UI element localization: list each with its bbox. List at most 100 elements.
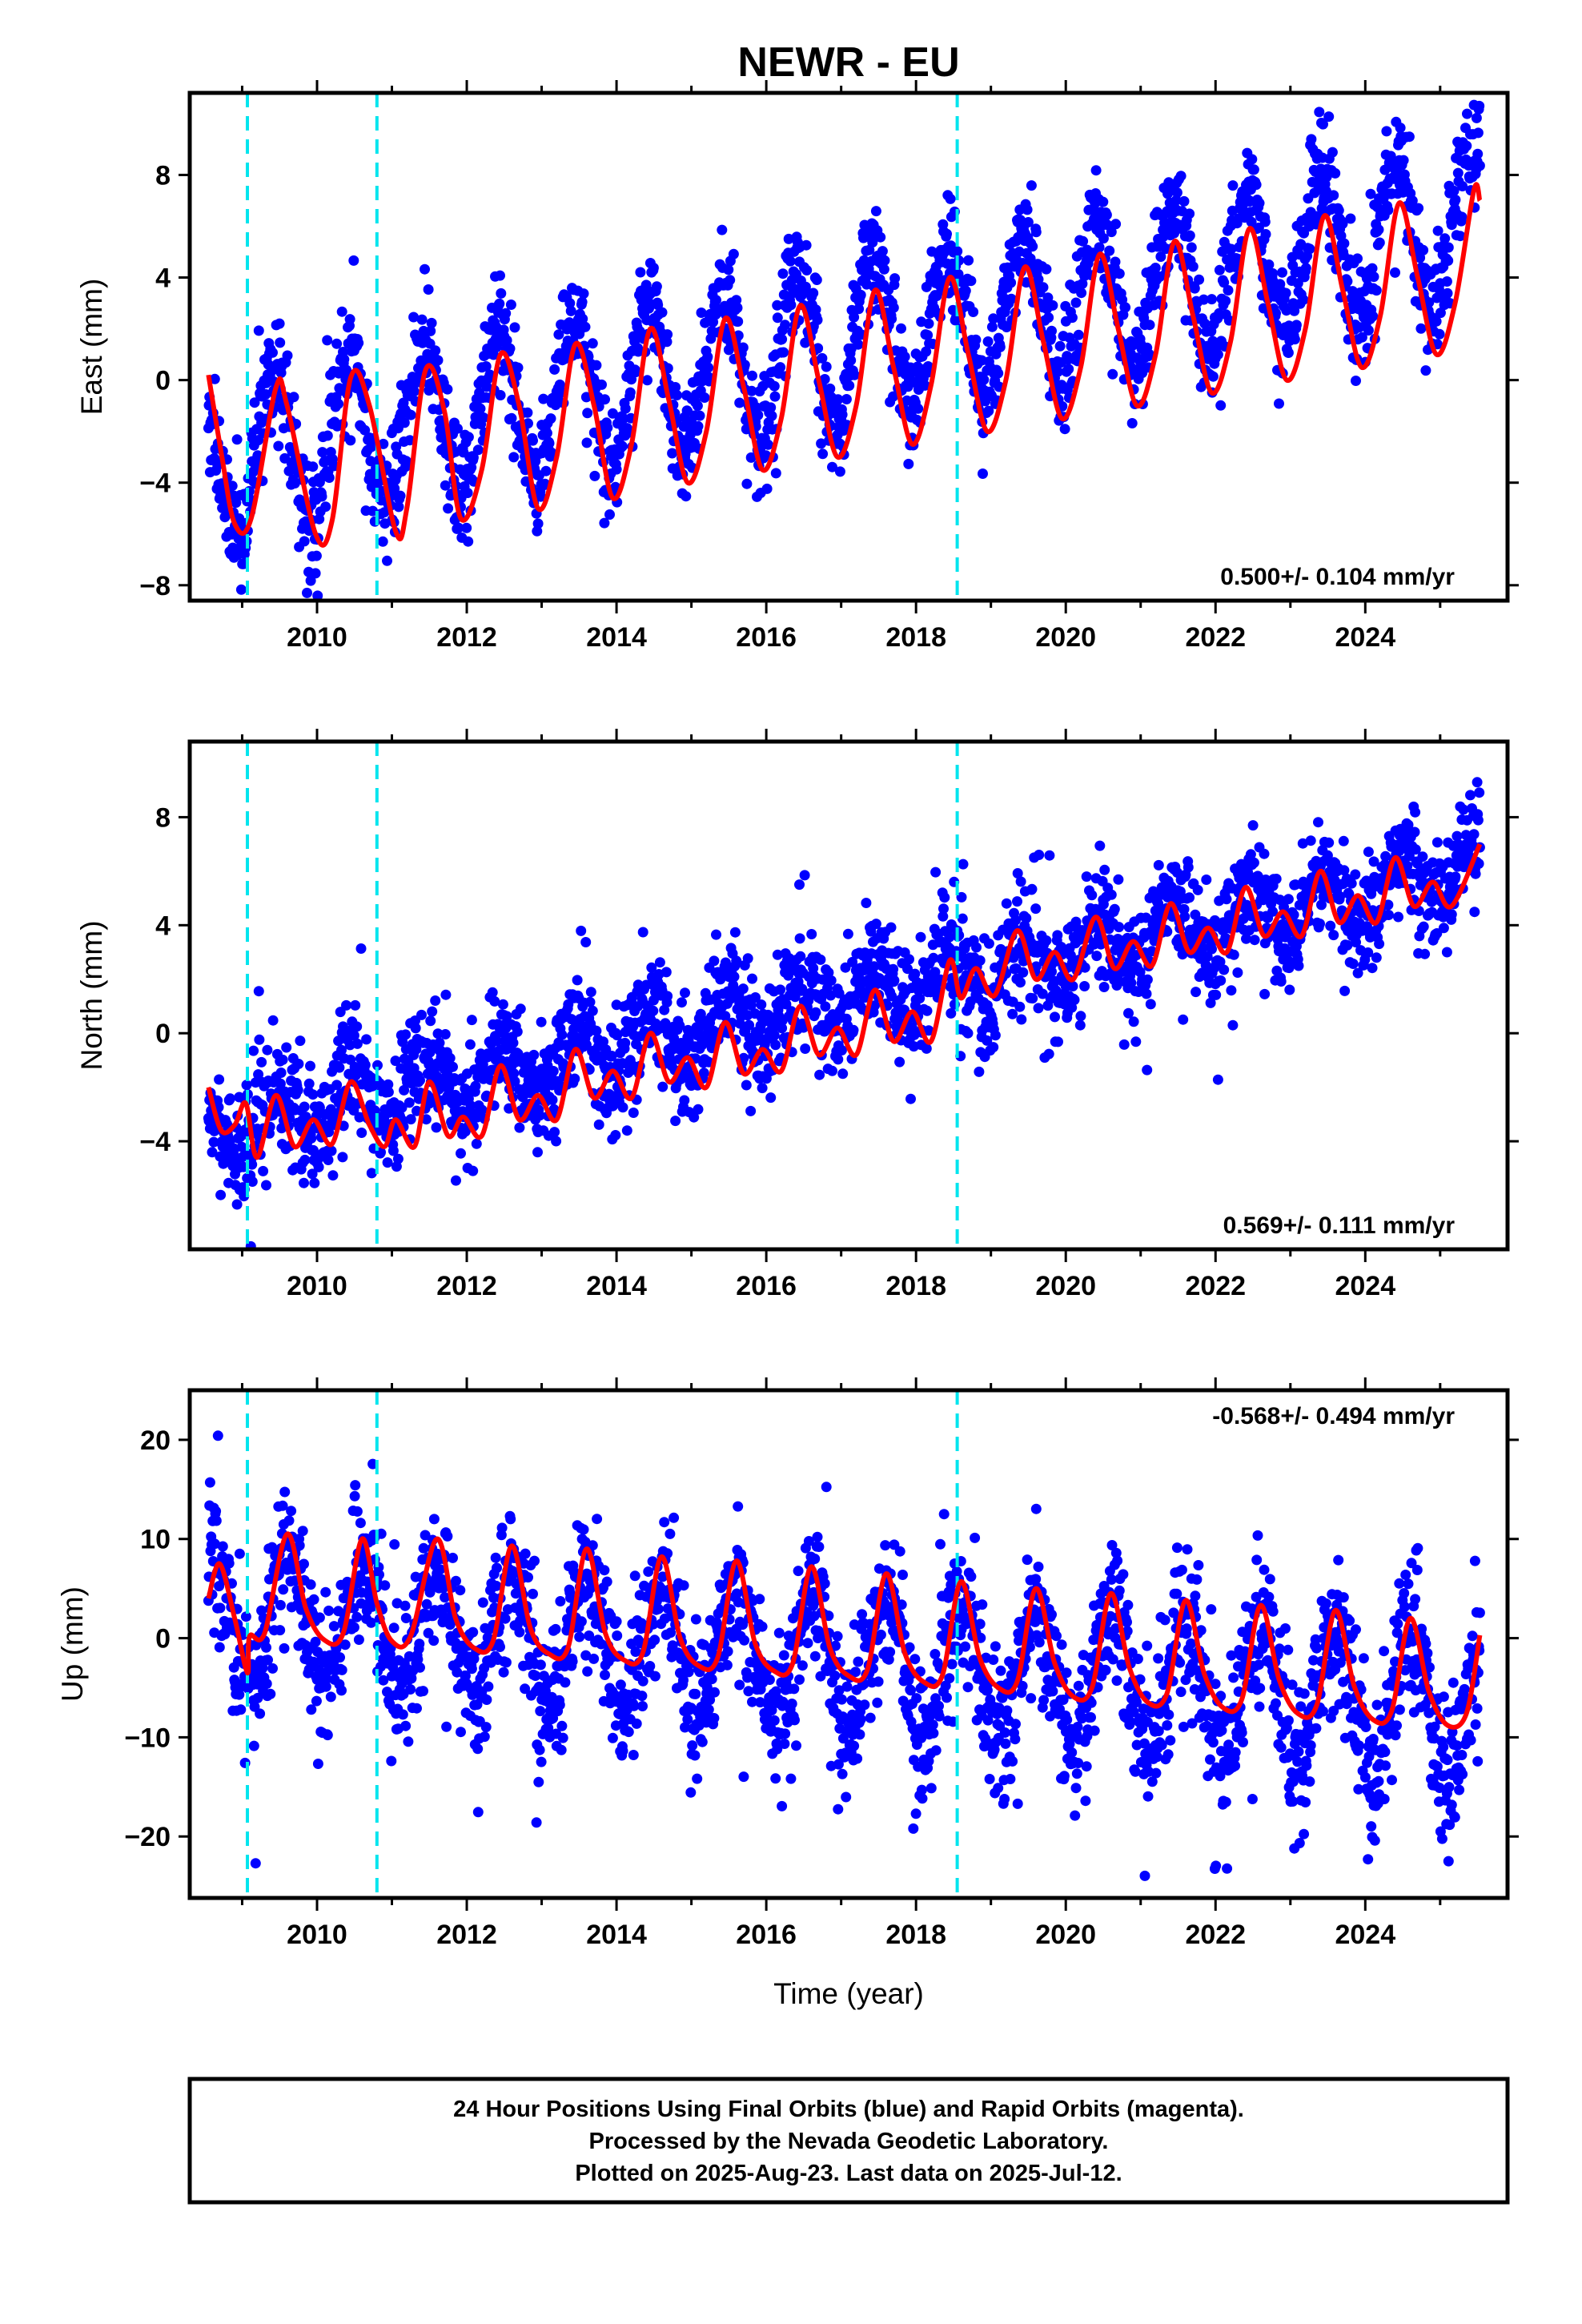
east-data-point	[249, 397, 260, 408]
east-data-point	[1248, 164, 1259, 175]
east-data-point	[345, 435, 356, 446]
east-data-point	[1472, 127, 1484, 139]
north-data-point	[1279, 902, 1289, 913]
north-data-point	[415, 1075, 425, 1086]
east-data-point	[732, 302, 743, 313]
north-data-point	[258, 1165, 269, 1176]
north-data-point	[794, 933, 805, 944]
east-data-point	[260, 388, 271, 400]
east-data-point	[1441, 276, 1452, 287]
east-data-point	[1076, 287, 1087, 299]
east-data-point	[1038, 282, 1049, 293]
north-data-point	[387, 1145, 399, 1156]
east-data-point	[426, 317, 437, 328]
east-data-point	[1461, 140, 1472, 151]
north-data-point	[661, 967, 672, 978]
north-y-tick-label: 4	[155, 911, 171, 941]
east-data-point	[322, 430, 333, 441]
north-data-point	[556, 1029, 568, 1040]
north-data-point	[547, 1095, 558, 1105]
east-data-point	[1094, 242, 1105, 253]
east-data-point	[440, 480, 451, 491]
north-data-point	[534, 1110, 545, 1121]
north-data-point	[1211, 989, 1222, 1000]
east-data-point	[1318, 119, 1328, 130]
east-data-point	[808, 287, 819, 299]
east-data-point	[267, 347, 278, 358]
east-data-point	[553, 329, 564, 340]
north-data-point	[470, 1080, 481, 1092]
east-data-point	[761, 483, 773, 494]
north-data-point	[662, 991, 673, 1002]
north-data-point	[1098, 982, 1110, 992]
north-data-point	[946, 1007, 957, 1019]
north-data-point	[825, 990, 836, 1001]
east-data-point	[323, 472, 335, 483]
north-data-point	[1219, 964, 1230, 975]
north-data-point	[1350, 869, 1361, 880]
east-data-point	[1178, 195, 1190, 207]
north-data-point	[307, 1089, 319, 1100]
north-data-point	[1182, 862, 1194, 873]
north-data-point	[337, 1152, 348, 1163]
east-data-point	[982, 336, 994, 347]
east-data-point	[986, 321, 998, 332]
north-data-point	[361, 1034, 372, 1045]
east-data-point	[1333, 205, 1344, 216]
east-data-point	[420, 263, 430, 275]
east-data-point	[1418, 244, 1429, 255]
east-data-point	[1339, 238, 1350, 249]
north-data-point	[689, 1112, 700, 1123]
east-data-point	[765, 402, 777, 413]
north-data-point	[1403, 819, 1414, 830]
east-data-point	[954, 255, 965, 266]
north-data-point	[1106, 889, 1117, 900]
east-y-tick-label: 8	[155, 160, 171, 191]
east-data-point	[1090, 165, 1102, 176]
north-data-point	[207, 1147, 218, 1158]
north-data-point	[404, 1097, 415, 1108]
east-data-point	[816, 438, 827, 449]
north-data-point	[309, 1177, 320, 1188]
east-data-point	[564, 298, 576, 309]
east-data-point	[837, 409, 848, 420]
north-data-point	[508, 1037, 519, 1048]
east-data-point	[922, 361, 934, 372]
east-data-point	[1448, 185, 1460, 196]
east-data-point	[274, 318, 285, 329]
north-model-curve	[206, 842, 1483, 1160]
east-data-point	[762, 439, 773, 450]
east-data-point	[968, 307, 979, 317]
east-data-point	[544, 438, 555, 448]
east-data-point	[922, 330, 934, 340]
north-data-point	[842, 928, 853, 939]
east-data-point	[1383, 204, 1394, 215]
east-data-point	[819, 374, 830, 384]
east-data-point	[1281, 305, 1292, 316]
east-data-point	[1450, 195, 1461, 205]
east-data-point	[1186, 242, 1197, 253]
east-data-point	[1110, 256, 1121, 267]
east-data-point	[777, 268, 789, 279]
east-data-point	[670, 382, 681, 392]
north-data-point	[549, 1127, 560, 1138]
east-data-point	[745, 452, 757, 463]
east-data-point	[1184, 230, 1195, 241]
north-data-point	[770, 1039, 781, 1051]
east-data-point	[769, 380, 780, 392]
north-x-tick-label: 2020	[1035, 1271, 1096, 1301]
east-data-point	[875, 231, 886, 243]
north-data-point	[745, 999, 757, 1011]
north-data-point	[256, 1056, 267, 1068]
north-data-point	[434, 1037, 445, 1048]
east-data-point	[1462, 108, 1472, 119]
east-data-point	[1043, 312, 1054, 323]
east-frame	[187, 90, 1510, 603]
north-data-point	[1259, 848, 1270, 859]
east-data-point	[1219, 277, 1230, 288]
east-data-point	[453, 522, 464, 533]
east-data-point	[978, 468, 988, 479]
north-data-point	[769, 1030, 780, 1041]
east-data-point	[495, 270, 505, 281]
east-data-point	[1114, 268, 1125, 279]
